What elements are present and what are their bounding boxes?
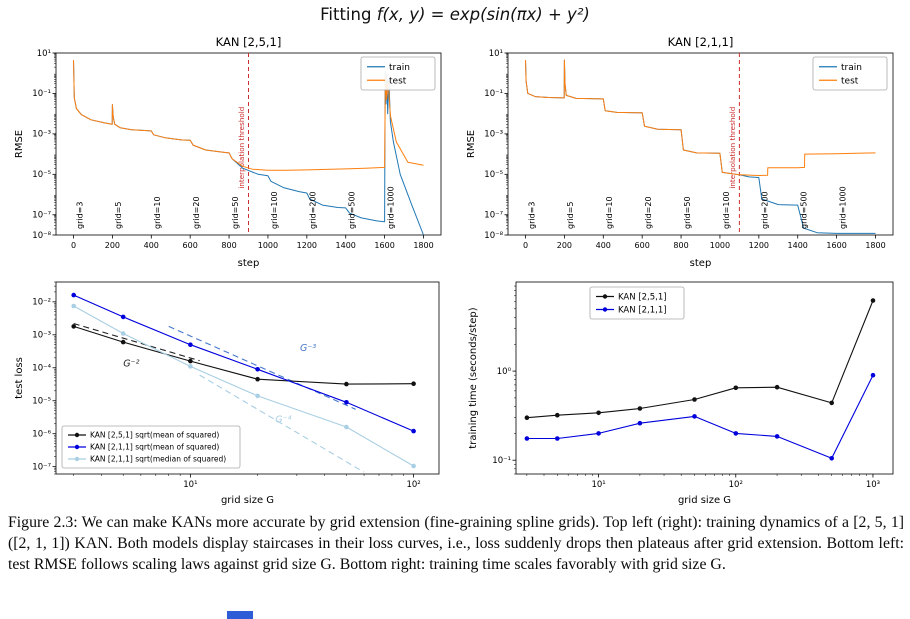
svg-text:step: step: [238, 258, 260, 269]
svg-text:10⁻³: 10⁻³: [32, 331, 51, 341]
svg-text:10¹: 10¹: [37, 49, 51, 59]
svg-text:1000: 1000: [258, 241, 278, 250]
svg-text:KAN [2,5,1] sqrt(mean of squar: KAN [2,5,1] sqrt(mean of squared): [90, 431, 219, 440]
chart-training-time-vs-grid-size: grid size G training time (seconds/step) 1…: [468, 281, 894, 506]
svg-text:grid size G: grid size G: [678, 495, 731, 506]
svg-text:grid=3: grid=3: [527, 202, 536, 229]
svg-text:1400: 1400: [788, 241, 808, 250]
svg-text:10⁰: 10⁰: [497, 367, 512, 377]
figure-title-prefix: Fitting: [320, 5, 377, 24]
svg-text:train: train: [389, 63, 410, 73]
svg-text:10⁻¹: 10⁻¹: [484, 89, 503, 99]
svg-text:training time (seconds/step): training time (seconds/step): [468, 307, 479, 448]
svg-text:1600: 1600: [826, 241, 846, 250]
svg-text:1800: 1800: [865, 241, 885, 250]
svg-text:10¹: 10¹: [591, 480, 605, 490]
svg-text:600: 600: [635, 241, 650, 250]
svg-text:G⁻⁴: G⁻⁴: [275, 414, 291, 425]
svg-text:10²: 10²: [406, 480, 420, 490]
svg-text:KAN [2,5,1]: KAN [2,5,1]: [216, 35, 282, 49]
chart-test-loss-vs-grid-size: grid size G test loss 10¹ 10² 10⁻² 10⁻³ 10⁻⁴ 10…: [14, 281, 440, 506]
svg-text:test: test: [841, 76, 859, 86]
svg-text:grid=1000: grid=1000: [386, 186, 395, 229]
svg-text:grid=500: grid=500: [348, 191, 357, 229]
figure-title-math: f(x, y) = exp(sin(πx) + y²): [376, 5, 590, 24]
svg-text:G⁻³: G⁻³: [300, 343, 316, 354]
svg-text:800: 800: [221, 241, 236, 250]
svg-text:10⁻⁷: 10⁻⁷: [32, 211, 51, 221]
svg-text:KAN [2,5,1]: KAN [2,5,1]: [618, 292, 667, 302]
blue-artifact: [227, 611, 253, 619]
svg-text:10⁻²: 10⁻²: [32, 298, 51, 308]
svg-text:10²: 10²: [729, 480, 743, 490]
svg-text:grid=5: grid=5: [114, 202, 123, 229]
svg-text:train: train: [841, 63, 862, 73]
svg-text:interpolation threshold: interpolation threshold: [728, 107, 737, 189]
svg-text:grid=10: grid=10: [605, 196, 614, 229]
figure-title: Fitting f(x, y) = exp(sin(πx) + y²): [0, 5, 910, 24]
svg-text:10⁻⁵: 10⁻⁵: [32, 170, 51, 180]
svg-text:test loss: test loss: [14, 357, 25, 399]
svg-text:KAN [2,1,1] sqrt(mean of squar: KAN [2,1,1] sqrt(mean of squared): [90, 443, 219, 452]
svg-text:step: step: [690, 258, 712, 269]
svg-text:10⁻⁴: 10⁻⁴: [32, 364, 51, 374]
svg-text:10⁻⁶: 10⁻⁶: [32, 430, 51, 440]
svg-text:grid=50: grid=50: [231, 196, 240, 229]
svg-text:10⁻⁵: 10⁻⁵: [32, 397, 51, 407]
svg-text:1200: 1200: [297, 241, 317, 250]
svg-text:test: test: [389, 76, 407, 86]
svg-text:200: 200: [105, 241, 120, 250]
svg-text:grid=100: grid=100: [722, 191, 731, 229]
svg-text:1800: 1800: [413, 241, 433, 250]
svg-text:RMSE: RMSE: [14, 130, 25, 158]
svg-text:grid=50: grid=50: [683, 196, 692, 229]
figure-caption: Figure 2.3: We can make KANs more accura…: [8, 514, 904, 573]
svg-text:10⁻⁵: 10⁻⁵: [484, 170, 503, 180]
svg-text:KAN [2,1,1]: KAN [2,1,1]: [668, 35, 734, 49]
svg-text:1600: 1600: [374, 241, 394, 250]
chart-kan-251-training-dynamics: KAN [2,5,1] step RMSE 0 200 400 600 800 1000 1200…: [14, 35, 442, 269]
svg-text:grid=5: grid=5: [566, 202, 575, 229]
svg-text:10¹: 10¹: [489, 49, 503, 59]
svg-text:grid=200: grid=200: [761, 191, 770, 229]
svg-text:1000: 1000: [710, 241, 730, 250]
svg-text:0: 0: [71, 241, 76, 250]
svg-text:10³: 10³: [866, 480, 880, 490]
svg-text:grid=3: grid=3: [75, 202, 84, 229]
svg-text:KAN [2,1,1] sqrt(median of squ: KAN [2,1,1] sqrt(median of squared): [90, 455, 226, 464]
svg-text:10⁻¹: 10⁻¹: [492, 456, 511, 466]
svg-text:grid=200: grid=200: [309, 191, 318, 229]
svg-text:1400: 1400: [336, 241, 356, 250]
svg-text:interpolation threshold: interpolation threshold: [237, 107, 246, 189]
svg-text:G⁻²: G⁻²: [123, 358, 139, 369]
svg-text:800: 800: [673, 241, 688, 250]
chart-kan-211-training-dynamics: KAN [2,1,1] step RMSE 0 200 400 600 800 1000 1200…: [466, 35, 894, 269]
svg-text:10⁻⁷: 10⁻⁷: [32, 462, 51, 472]
svg-text:600: 600: [183, 241, 198, 250]
svg-text:10⁻⁷: 10⁻⁷: [484, 211, 503, 221]
svg-text:10¹: 10¹: [183, 480, 197, 490]
svg-text:10⁻¹: 10⁻¹: [32, 89, 51, 99]
svg-text:grid=1000: grid=1000: [838, 186, 847, 229]
svg-text:grid size G: grid size G: [221, 495, 274, 506]
svg-text:10⁻³: 10⁻³: [32, 130, 51, 140]
svg-text:1200: 1200: [749, 241, 769, 250]
svg-text:0: 0: [523, 241, 528, 250]
svg-text:400: 400: [596, 241, 611, 250]
svg-text:10⁻⁸: 10⁻⁸: [32, 231, 51, 241]
svg-text:grid=100: grid=100: [270, 191, 279, 229]
svg-text:10⁻⁸: 10⁻⁸: [484, 231, 503, 241]
svg-text:grid=20: grid=20: [644, 196, 653, 229]
svg-text:RMSE: RMSE: [466, 130, 477, 158]
svg-text:grid=500: grid=500: [800, 191, 809, 229]
svg-text:grid=10: grid=10: [153, 196, 162, 229]
svg-text:400: 400: [144, 241, 159, 250]
svg-text:KAN [2,1,1]: KAN [2,1,1]: [618, 305, 667, 315]
svg-text:10⁻³: 10⁻³: [484, 130, 503, 140]
svg-text:200: 200: [557, 241, 572, 250]
svg-text:grid=20: grid=20: [192, 196, 201, 229]
